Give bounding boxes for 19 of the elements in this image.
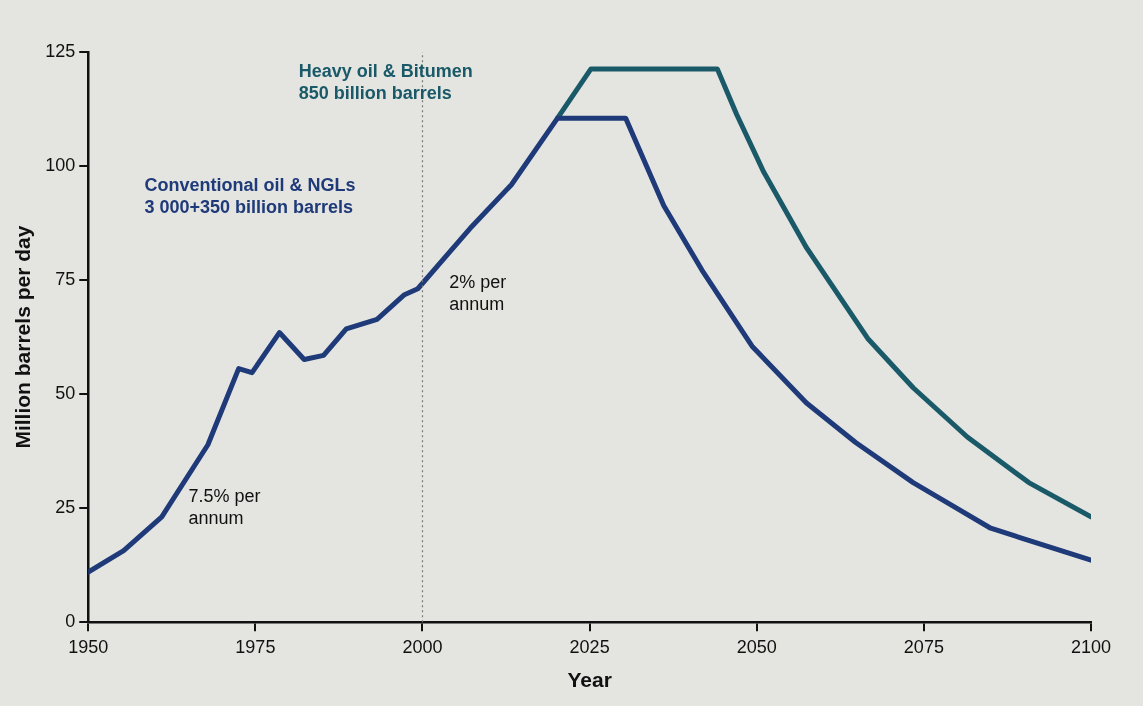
- text: Heavy oil & Bitumen 850 billion barrels: [298, 61, 473, 104]
- annotation: 7.5% per annum: [188, 486, 261, 529]
- annotation: 2% per annum: [449, 272, 507, 315]
- y-tick-label: 0: [65, 611, 76, 632]
- x-tick-label: 1975: [235, 636, 276, 657]
- y-tick-label: 125: [45, 40, 76, 61]
- text: Conventional oil & NGLs 3 000+350 billion barrels: [144, 175, 356, 218]
- x-tick-label: 2075: [903, 636, 944, 657]
- x-tick-label: 2050: [736, 636, 777, 657]
- y-tick-label: 50: [55, 383, 76, 404]
- x-tick-label: 2000: [402, 636, 443, 657]
- y-tick-label: 100: [45, 155, 76, 176]
- x-tick-label: 1950: [68, 636, 109, 657]
- y-axis-title: Million barrels per day: [11, 225, 35, 449]
- x-tick-label: 2100: [1070, 636, 1112, 657]
- x-axis-title: Year: [567, 668, 612, 692]
- y-tick-label: 75: [55, 269, 76, 290]
- y-tick-label: 25: [55, 497, 76, 518]
- x-tick-label: 2025: [569, 636, 610, 657]
